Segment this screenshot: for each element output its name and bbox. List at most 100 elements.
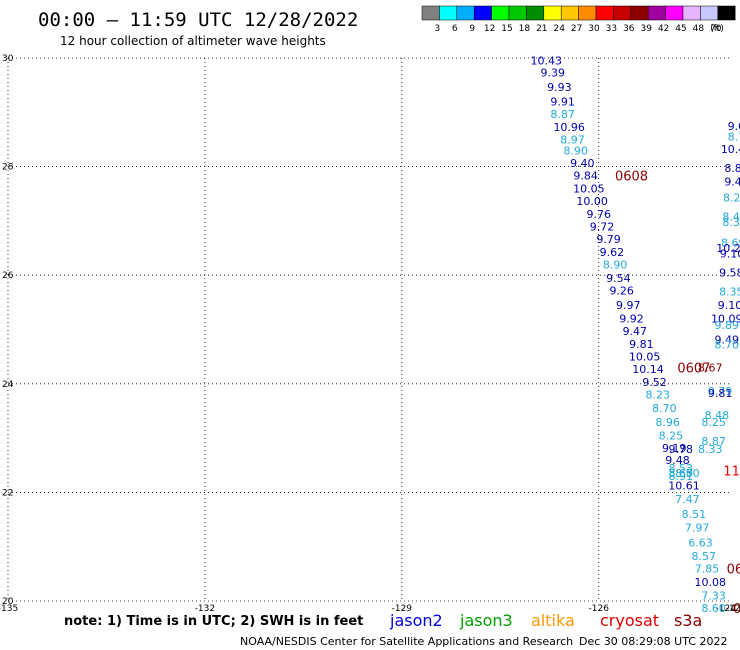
legend-tick-label: 12 [484,24,495,34]
x-tick-label: -135 [0,604,18,614]
legend-swatch [491,5,510,21]
wave-height-value: 8.48 [705,409,730,422]
wave-height-value: 8.25 [701,416,726,429]
wave-height-value: 9.81 [629,338,654,351]
wave-height-value: 9.19 [662,442,687,455]
wave-height-value: 8.90 [564,144,589,157]
wave-height-value: 9.41 [724,175,740,188]
wave-height-value: 9.72 [590,220,615,233]
legend-swatch [682,5,701,21]
wave-height-value: 8.50 [675,467,700,480]
color-scale-legend: 3 6 9 12 15 18 21 24 27 30 33 36 39 42 45 48 70(ft) [421,5,736,34]
legend-tick-label: 36 [623,24,635,34]
x-tick-label: -124 [716,604,737,614]
pass-time-label: 0608 [615,169,648,184]
legend-swatch [700,5,719,21]
legend-swatch [613,5,632,21]
timestamp-text: Dec 30 08:29:08 UTC 2022 [579,635,727,648]
wave-height-value: 8.86 [724,162,740,175]
wave-height-value: 8.60 [669,467,694,480]
wave-height-value: 8.57 [691,550,716,563]
wave-height-value: 9.54 [606,272,631,285]
plot-grid [7,57,730,602]
legend-swatch [578,5,597,21]
legend-swatch [647,5,666,21]
wave-height-value: 6.63 [688,536,713,549]
wave-height-value: 8.69 [721,237,740,250]
satellite-legend-jason2: jason2 [389,611,443,630]
legend-tick-label: 6 [452,24,458,34]
wave-height-value: 9.10 [720,247,740,260]
satellite-legend: jason2 jason3 altika cryosat s3a [389,611,702,630]
legend-tick-label: 48 [693,24,705,34]
wave-height-value: 7.47 [675,493,700,506]
wave-height-value: 10.21 [716,242,740,255]
legend-swatch [421,5,440,21]
wave-height-value: 9.26 [609,284,634,297]
legend-tick-label: 42 [658,24,669,34]
footer-note: note: 1) Time is in UTC; 2) SWH is in fe… [64,614,363,629]
legend-tick-label: 9 [469,24,475,34]
wave-height-value: 8.37 [722,216,740,229]
wave-height-value: 9.92 [619,313,644,326]
wave-height-value: 9.52 [642,376,667,389]
y-tick-label: 20 [2,597,14,607]
wave-height-value: 10.05 [573,182,605,195]
legend-swatch [473,5,492,21]
wave-height-value: 7.33 [701,590,726,603]
legend-swatch [595,5,614,21]
x-tick-label: -129 [392,604,413,614]
legend-tick-label: 70 [710,24,722,34]
wave-height-value: 10.05 [629,351,661,364]
legend-swatch [560,5,579,21]
wave-height-value: 10.43 [530,55,562,68]
wave-height-value: 9.07 [728,120,740,133]
wave-height-value: 8.33 [698,443,723,456]
wave-height-value: 9.84 [573,169,598,182]
wave-height-value: 9.62 [600,246,625,259]
wave-height-value: 9.10 [718,299,740,312]
wave-height-value: 8.23 [646,389,671,402]
wave-height-value: 8.72 [728,131,740,144]
satellite-legend-jason3: jason3 [459,611,513,630]
legend-tick-label: 18 [519,24,531,34]
legend-tick-label: 33 [606,24,617,34]
wave-height-value: 9.40 [570,157,595,170]
legend-swatch [508,5,527,21]
wave-height-value: 10.96 [553,121,585,134]
pass-time-label: 0606 [727,562,740,577]
y-tick-label: 26 [2,271,14,281]
legend-unit: (ft) [710,24,724,34]
wave-height-value: 8.35 [719,285,740,298]
wave-height-value: 8.91 [669,470,694,483]
legend-tick-label: 30 [588,24,600,34]
x-tick-label: -123 [726,604,740,614]
wave-height-value: 10.44 [721,143,740,156]
chart-title: 00:00 – 11:59 UTC 12/28/2022 [38,9,358,31]
legend-swatch [630,5,649,21]
legend-swatch [665,5,684,21]
wave-height-value: 9.93 [547,81,572,94]
satellite-legend-s3a: s3a [674,611,702,630]
wave-height-value: 8.60 [701,602,726,615]
pass-time-labels: 1157115711581158115811591159115905080509… [615,169,740,617]
wave-height-value: 9.78 [669,443,694,456]
legend-tick-label: 45 [675,24,686,34]
wave-height-value: 9.89 [714,319,739,332]
wave-height-value: 9.58 [719,266,740,279]
pass-time-label: 0605 [733,602,740,617]
wave-height-value: 10.14 [632,363,664,376]
axis-ticks: -135 -132 -129 -126 -123-124 20 22 24 26 28 30 [0,54,740,614]
wave-height-value: 8.96 [655,416,680,429]
wave-height-value: 7.97 [685,522,710,535]
wave-height-value: 9.91 [550,95,575,108]
legend-tick-label: 15 [501,24,512,34]
wave-height-value: 10.09 [711,313,740,326]
legend-tick-label: 21 [536,24,547,34]
wave-height-value: 9.48 [665,454,690,467]
wave-height-value: 8.29 [723,192,740,205]
legend-swatch [439,5,458,21]
wave-height-value: 9.39 [541,67,566,80]
legend-tick-label: 27 [571,24,582,34]
satellite-legend-altika: altika [531,611,575,630]
